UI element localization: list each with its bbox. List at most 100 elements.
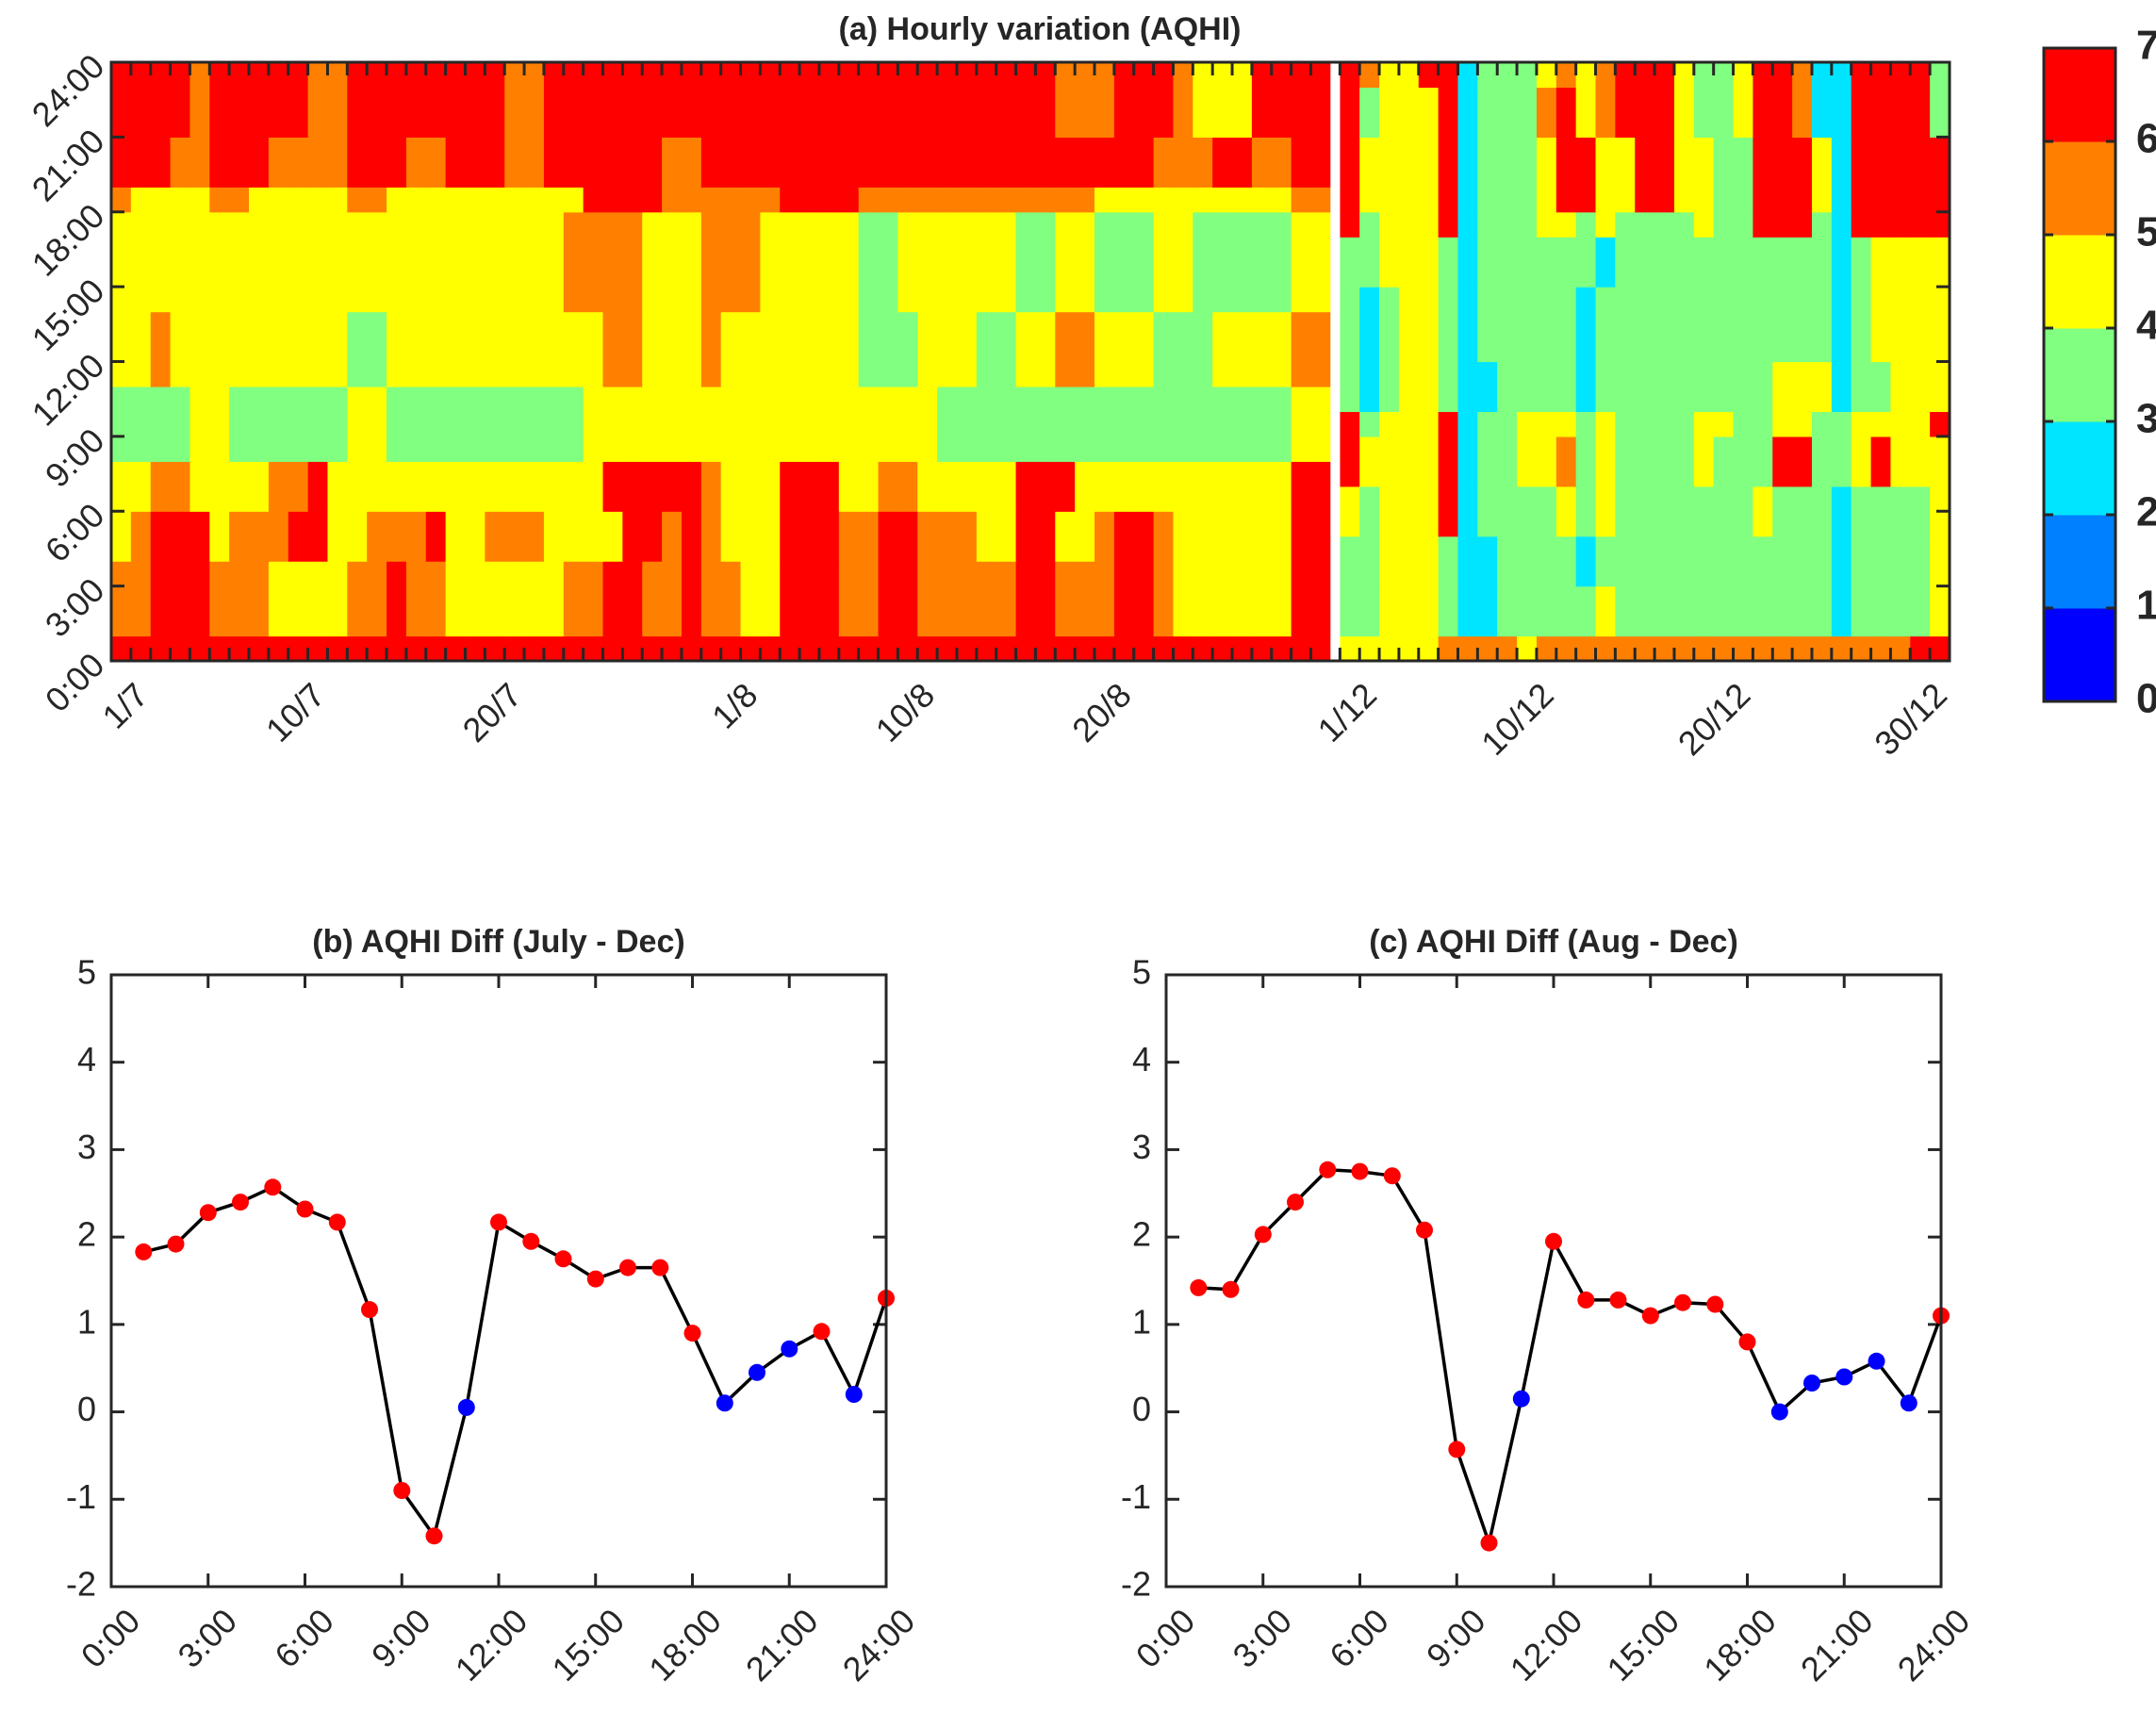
heatmap-cell	[1693, 411, 1715, 437]
y-tick-label: 5	[77, 953, 96, 992]
heatmap-cell	[1693, 585, 1715, 637]
heatmap-cell	[622, 62, 643, 138]
heatmap-cell	[897, 561, 918, 637]
heatmap-cell	[1693, 361, 1715, 413]
heatmap-cell	[1055, 461, 1076, 512]
heatmap-cell	[524, 187, 545, 213]
heatmap-cell	[425, 635, 447, 662]
heatmap-cell	[1497, 486, 1518, 537]
heatmap-cell	[1055, 635, 1076, 662]
heatmap-cell	[563, 137, 584, 188]
heatmap-cell	[1753, 361, 1773, 413]
data-point	[1222, 1280, 1240, 1298]
heatmap-cell	[1094, 62, 1115, 138]
heatmap-cell	[780, 187, 800, 213]
heatmap-cell	[760, 311, 781, 387]
heatmap-cell	[780, 311, 800, 387]
heatmap-cell	[1055, 386, 1076, 462]
heatmap-cell	[288, 511, 309, 562]
heatmap-cell	[799, 211, 820, 313]
panel-c-y-tick-labels: -2 -1 0 1 2 3 4 5	[1121, 953, 1151, 1604]
heatmap-cell	[937, 635, 958, 662]
heatmap-cell	[1673, 535, 1695, 587]
heatmap-cell	[662, 386, 683, 462]
heatmap-cell	[1693, 535, 1715, 587]
heatmap-cell	[1418, 486, 1440, 537]
data-point	[232, 1194, 249, 1211]
heatmap-cell	[583, 511, 604, 562]
heatmap-cell	[1615, 287, 1636, 363]
heatmap-cell	[917, 62, 938, 138]
heatmap-cell	[799, 311, 820, 387]
heatmap-cell	[229, 62, 250, 138]
heatmap-cell	[130, 461, 152, 512]
heatmap-cell	[1212, 187, 1233, 213]
heatmap-cell	[1595, 635, 1616, 662]
heatmap-cell	[1438, 87, 1459, 138]
heatmap-cell	[1615, 411, 1636, 437]
heatmap-cell	[1753, 211, 1773, 238]
heatmap-cell	[229, 211, 250, 313]
heatmap-cell	[1517, 436, 1538, 487]
heatmap-cell	[1193, 386, 1213, 462]
colorbar-tick-label: 1	[2136, 583, 2156, 629]
heatmap-cell	[1133, 311, 1155, 387]
heatmap-cell	[818, 386, 840, 462]
heatmap-cell	[700, 561, 722, 637]
heatmap-cell	[1536, 436, 1557, 487]
heatmap-cell	[1418, 411, 1440, 437]
heatmap-cell	[425, 386, 447, 462]
heatmap-cell	[1851, 62, 1872, 89]
heatmap-cell	[1595, 535, 1616, 587]
heatmap-cell	[799, 62, 820, 138]
heatmap-cell	[1870, 436, 1892, 487]
heatmap-cell	[740, 137, 761, 188]
heatmap-cell	[956, 635, 978, 662]
heatmap-cell	[818, 561, 840, 637]
heatmap-cell	[150, 62, 172, 138]
heatmap-cell	[681, 461, 702, 512]
heatmap-cell	[249, 137, 270, 188]
heatmap-cell	[838, 211, 860, 313]
heatmap-cell	[524, 511, 545, 562]
heatmap-cell	[1851, 535, 1872, 587]
panel-b-title: (b) AQHI Diff (July - Dec)	[312, 924, 684, 960]
heatmap-x-tick-label: 1/12	[1310, 675, 1385, 749]
heatmap-cell	[1851, 237, 1872, 288]
heatmap-cell	[1635, 237, 1655, 288]
heatmap-cell	[1340, 137, 1360, 213]
heatmap-cell	[1910, 436, 1931, 487]
y-tick-label: 4	[77, 1040, 96, 1079]
heatmap-cell	[1438, 411, 1459, 437]
heatmap-cell	[170, 311, 191, 387]
heatmap-cell	[1811, 585, 1833, 637]
heatmap-cell	[681, 211, 702, 313]
heatmap-cell	[956, 211, 978, 313]
heatmap-cell	[111, 62, 132, 138]
heatmap-cell	[1693, 62, 1715, 89]
heatmap-cell	[1398, 585, 1420, 637]
heatmap-cell	[170, 561, 191, 637]
heatmap-cell	[1418, 287, 1440, 363]
heatmap-cell	[1015, 211, 1037, 313]
heatmap-cell	[1890, 436, 1911, 487]
heatmap-cell	[1811, 287, 1833, 363]
heatmap-cell	[347, 461, 368, 512]
heatmap-cell	[445, 187, 467, 213]
heatmap-cell	[976, 561, 997, 637]
heatmap-cell	[662, 561, 683, 637]
heatmap-cell	[150, 211, 172, 313]
heatmap-cell	[130, 137, 152, 188]
heatmap-cell	[1055, 137, 1076, 188]
heatmap-cell	[1792, 287, 1813, 363]
heatmap-cell	[956, 62, 978, 138]
heatmap-cell	[1870, 635, 1892, 662]
heatmap-cell	[1517, 287, 1538, 363]
heatmap-cell	[681, 187, 702, 213]
heatmap-cell	[1870, 486, 1892, 537]
heatmap-cell	[1673, 585, 1695, 637]
heatmap-cell	[818, 635, 840, 662]
heatmap-cell	[1035, 635, 1056, 662]
heatmap-cell	[1497, 62, 1518, 89]
heatmap-cell	[1418, 137, 1440, 213]
